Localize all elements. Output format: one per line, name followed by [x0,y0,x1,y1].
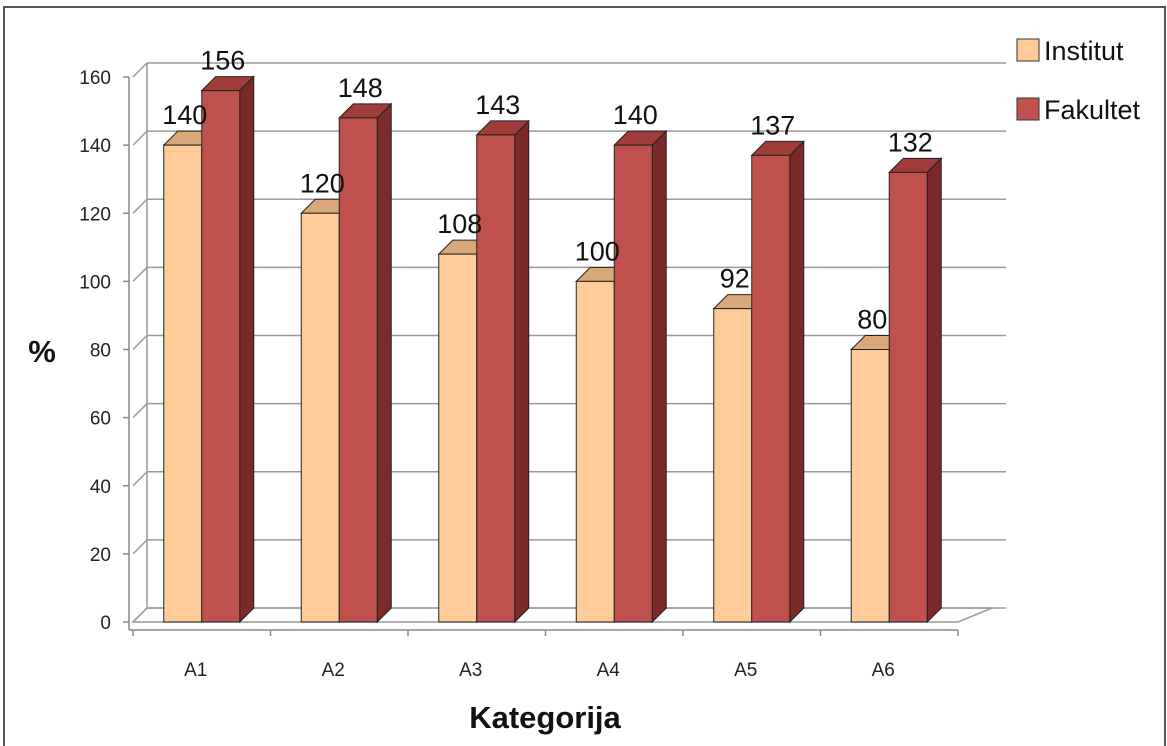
x-axis-label: Kategorija [469,700,621,735]
x-tick-label-A5: A5 [734,660,757,681]
data-label-institut-A4: 100 [575,236,620,266]
bar-institut-A2 [300,212,340,623]
bar-side-fakultet-A3 [514,119,530,624]
y-axis-label: % [28,334,56,369]
bar-institut-A4 [575,280,615,623]
bar-side-fakultet-A2 [376,102,392,624]
legend-label-fakultet: Fakultet [1044,95,1141,125]
x-tick-label-A6: A6 [872,660,895,681]
data-label-institut-A6: 80 [857,305,887,335]
y-tick-label: 160 [79,68,111,89]
gridline-side [132,198,148,214]
gridline-side [132,539,148,555]
gridline-side [132,130,148,146]
bar-side-fakultet-A1 [239,75,255,624]
x-tick-labels: A1 A2 A3 A4 A5 A6 [184,660,895,681]
legend: Institut Fakultet [1016,36,1141,125]
bar-fakultet-A5 [751,154,791,623]
bar-fakultet-A3 [476,134,516,623]
bar-fakultet-A1 [201,90,241,623]
data-label-fakultet-A6: 132 [888,127,933,157]
bar-fakultet-A4 [613,144,653,623]
gridline-side [132,334,148,351]
gridline-side [132,471,148,487]
gridline-side [132,403,148,419]
y-tick-label: 120 [79,204,111,225]
x-tick-label-A1: A1 [184,660,207,681]
bar-side-fakultet-A6 [926,157,942,624]
data-label-fakultet-A1: 156 [200,46,245,76]
floor [131,607,993,623]
bar-fakultet-A6 [888,171,928,623]
data-label-fakultet-A5: 137 [750,110,795,140]
y-tick-label: 100 [79,272,111,293]
data-label-institut-A1: 140 [162,100,207,130]
bar-side-fakultet-A4 [651,129,667,624]
data-label-institut-A2: 120 [300,168,345,198]
x-tick-label-A4: A4 [597,660,621,681]
bar-institut-A3 [438,253,478,623]
gridline-side [132,62,148,78]
data-label-fakultet-A2: 148 [338,73,383,103]
data-label-fakultet-A3: 143 [475,90,520,120]
y-tick-label: 20 [90,545,111,566]
legend-swatch-fakultet [1016,97,1040,121]
x-tick-label-A3: A3 [459,660,482,681]
y-tick-labels: 0 20 40 60 80 100 120 140 160 [79,68,111,634]
gridline-side [132,266,148,282]
x-tick-label-A2: A2 [322,660,345,681]
bar-institut-A1 [163,144,203,623]
bars [162,75,943,624]
y-tick-label: 60 [90,409,111,430]
bar-fakultet-A2 [338,117,378,623]
chart-frame [3,6,1166,746]
y-tick-label: 80 [90,341,111,362]
bar-institut-A5 [713,308,753,623]
y-tick-label: 0 [100,613,111,634]
bar-side-fakultet-A5 [789,140,805,624]
data-label-institut-A5: 92 [720,264,750,294]
legend-swatch-institut [1016,38,1040,62]
bar-institut-A6 [850,349,890,623]
data-label-fakultet-A4: 140 [613,100,658,130]
legend-label-institut: Institut [1044,36,1124,66]
data-label-institut-A3: 108 [437,209,482,239]
y-tick-label: 140 [79,136,111,157]
y-tick-label: 40 [90,477,111,498]
data-labels: 140 156 120 148 108 143 100 140 92 137 80 132 [162,46,933,335]
